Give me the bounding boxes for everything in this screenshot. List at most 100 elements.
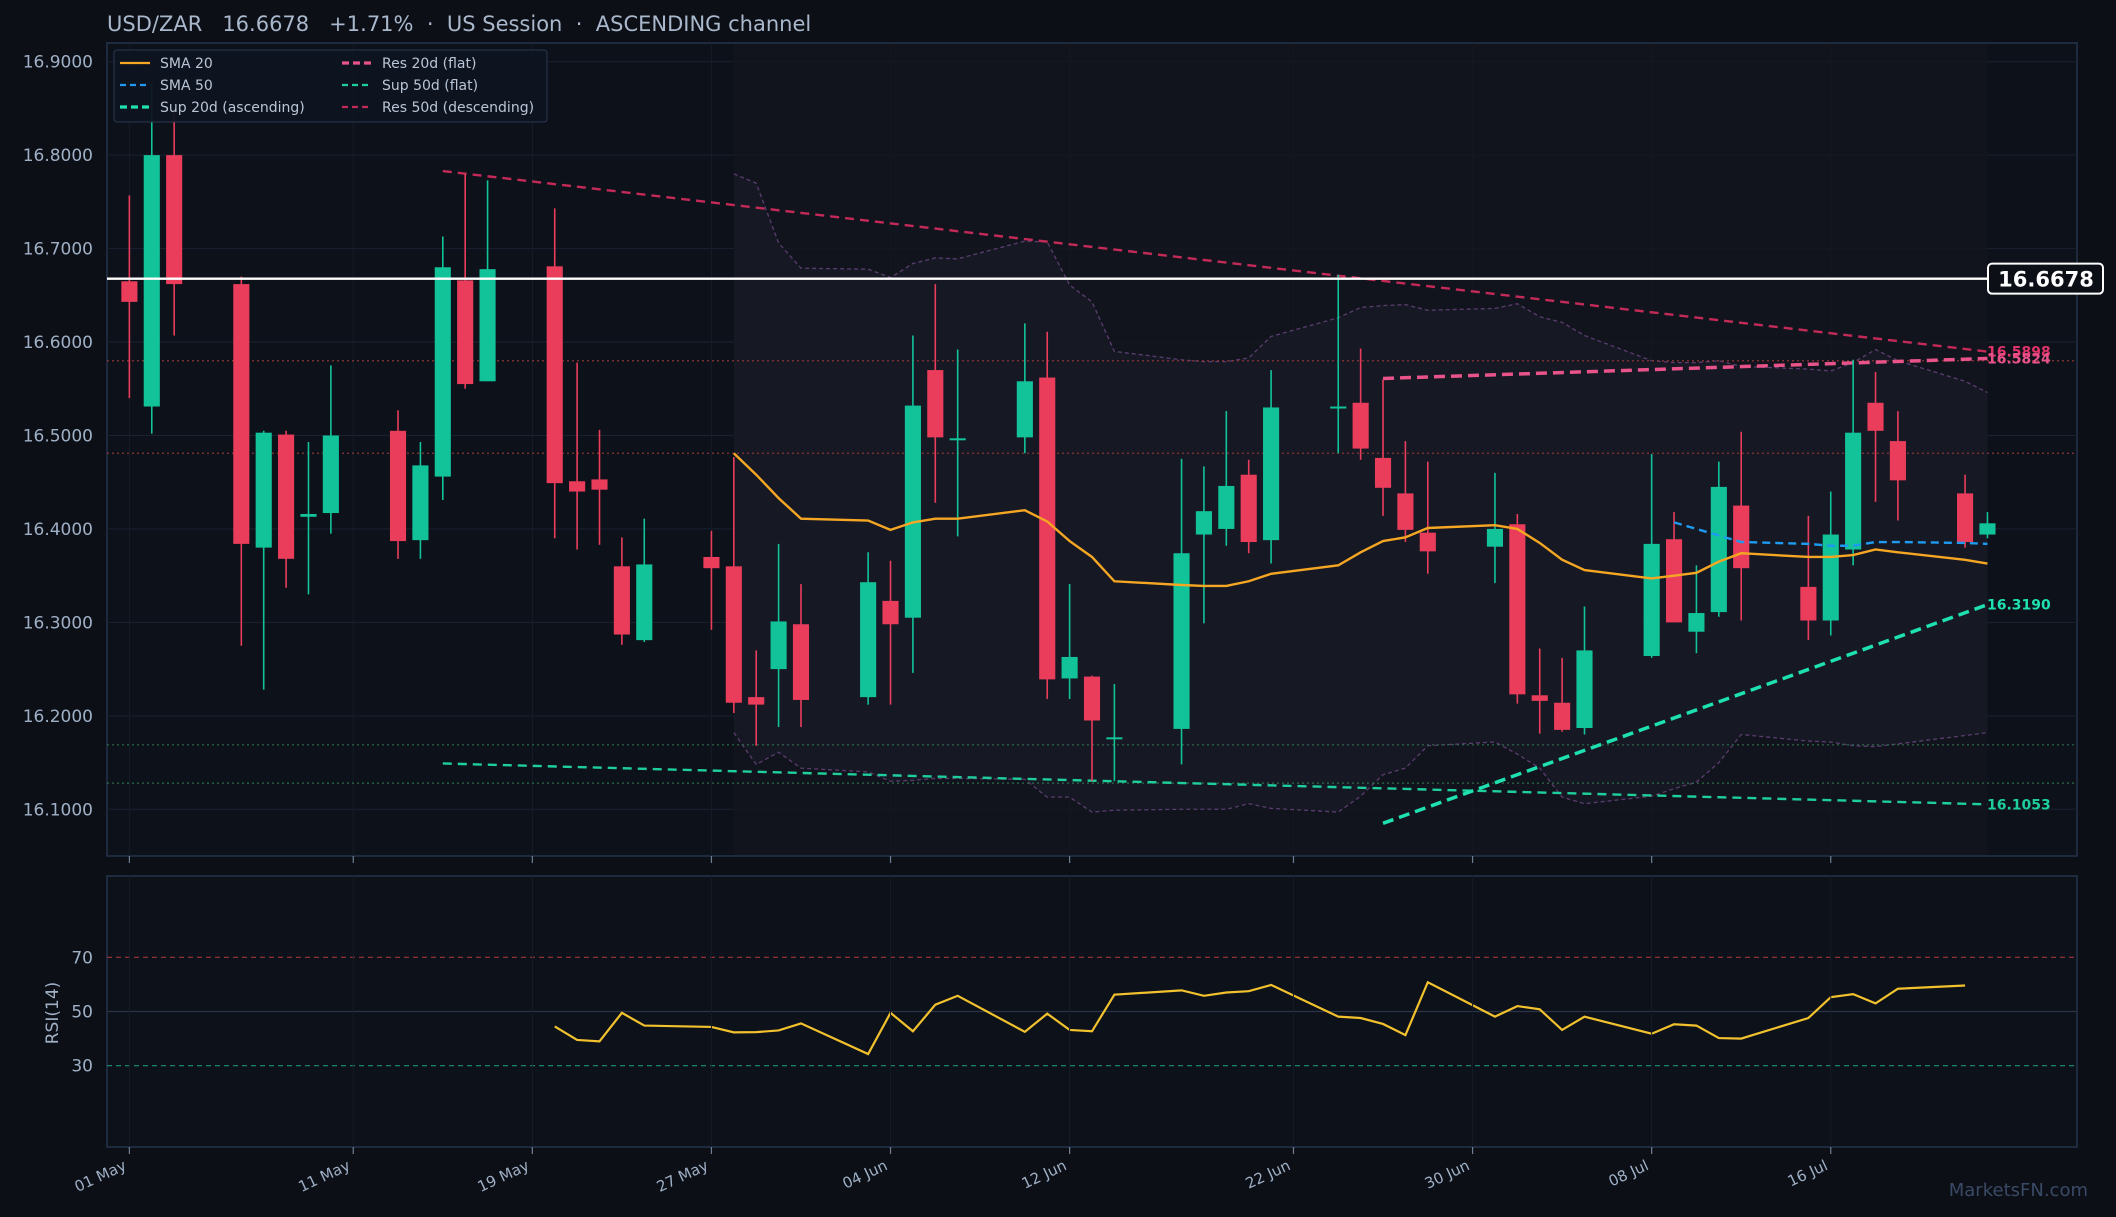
candle-body — [1665, 539, 1683, 623]
candle-body — [613, 566, 630, 635]
candle-body — [1576, 650, 1593, 728]
candle-body — [1531, 695, 1548, 701]
candle — [1979, 512, 1996, 539]
candle — [1509, 513, 1526, 704]
candle-body — [770, 621, 787, 670]
candle — [1083, 675, 1101, 782]
bollinger-lower — [733, 732, 1988, 813]
rsi-line — [554, 980, 1966, 1056]
candle-body — [1643, 543, 1660, 657]
candle — [748, 650, 765, 746]
candle — [121, 195, 138, 399]
rsi-tick-label: 30 — [71, 1057, 93, 1077]
current-price-line: 16.6678 — [107, 262, 2104, 295]
candle — [860, 552, 877, 705]
candle-body — [748, 697, 765, 705]
candle-body — [1800, 586, 1817, 621]
candle-body — [792, 624, 810, 700]
candle — [1643, 454, 1660, 658]
rsi-series-line — [554, 980, 1966, 1056]
candle — [1688, 565, 1705, 654]
candle — [1173, 458, 1190, 765]
current-price-tag: 16.6678 — [1987, 262, 2104, 295]
candle-body — [1083, 676, 1101, 721]
candle-body — [300, 513, 317, 517]
legend-label: Sup 50d (flat) — [382, 78, 478, 94]
candle-body — [1957, 493, 1974, 543]
candle-body — [121, 281, 138, 302]
candle-body — [1867, 402, 1884, 431]
candle-body — [278, 434, 295, 559]
candle-body — [927, 370, 944, 438]
candle-body — [1061, 656, 1078, 679]
rsi-y-axis: 70 50 30 — [71, 948, 93, 1076]
candle-body — [703, 556, 720, 569]
rsi-panel: 70 50 30 RSI(14) — [43, 875, 2078, 1148]
candle-body — [1710, 486, 1727, 613]
candle — [1195, 466, 1212, 624]
candle — [278, 430, 295, 588]
candle — [1218, 411, 1235, 546]
legend-label: SMA 20 — [160, 56, 213, 72]
candle — [1419, 461, 1436, 574]
candle-body — [636, 564, 653, 641]
candle — [613, 537, 630, 645]
trendline — [442, 169, 1988, 353]
candle-body — [1688, 613, 1705, 632]
candle — [882, 560, 899, 705]
candle — [591, 429, 608, 545]
candle — [143, 83, 160, 434]
candle — [725, 456, 742, 714]
candle — [703, 530, 720, 630]
candle-body — [322, 435, 339, 514]
candle-body — [725, 566, 742, 703]
rsi-tick-label: 70 — [71, 948, 93, 968]
candle — [1889, 411, 1906, 521]
candle — [1845, 359, 1862, 566]
legend-label: Res 50d (descending) — [382, 100, 534, 116]
candle — [479, 180, 496, 382]
legend-label: SMA 50 — [160, 78, 213, 94]
price-tick-label: 16.6000 — [23, 333, 93, 353]
candle — [389, 410, 407, 559]
candle — [233, 276, 250, 646]
sma50-line — [1673, 521, 1988, 547]
candle — [1039, 331, 1056, 700]
candle — [1061, 584, 1078, 700]
trendline — [1382, 602, 1989, 825]
candle-body — [1554, 702, 1571, 730]
candle-body — [1397, 493, 1414, 530]
price-tick-label: 16.5000 — [23, 426, 93, 446]
candle-body — [1240, 474, 1257, 543]
moving-averages — [732, 452, 1988, 588]
legend-box — [113, 49, 548, 123]
trendline — [1382, 356, 1988, 381]
candle-body — [1979, 523, 1996, 535]
price-tick-label: 16.4000 — [23, 520, 93, 540]
price-tick-label: 16.1000 — [23, 800, 93, 820]
candle — [1867, 371, 1884, 502]
candle-body — [904, 405, 921, 618]
candle — [927, 284, 944, 503]
candle — [322, 365, 339, 534]
candle-body — [1845, 432, 1862, 550]
candle-body — [1889, 441, 1906, 481]
candle — [457, 173, 474, 389]
candle-body — [1039, 377, 1056, 680]
candle — [1665, 512, 1683, 623]
current-price-tag-box — [1987, 262, 2104, 295]
candle — [949, 349, 966, 537]
candle-body — [166, 155, 183, 285]
candle-body — [233, 284, 250, 544]
candle — [166, 108, 183, 336]
candle-body — [591, 479, 608, 490]
candle-body — [389, 430, 407, 542]
legend-label: Res 20d (flat) — [382, 56, 476, 72]
candle — [412, 442, 429, 559]
candle-body — [255, 432, 272, 548]
candle-body — [1509, 524, 1526, 695]
level-label: 16.5824 — [1987, 351, 2051, 367]
